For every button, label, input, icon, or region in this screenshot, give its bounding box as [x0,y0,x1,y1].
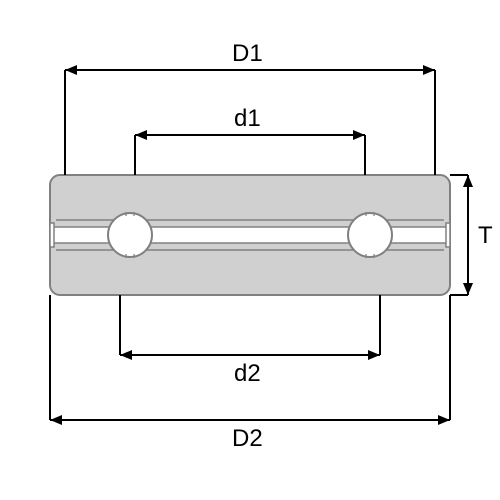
bearing-diagram: { "labels": { "D1": "D1", "D2": "D2", "d… [0,0,500,500]
label-T: T [478,222,493,250]
label-d2: d2 [234,360,261,388]
label-D1: D1 [232,40,263,68]
label-d1: d1 [234,105,261,133]
label-D2: D2 [232,425,263,453]
